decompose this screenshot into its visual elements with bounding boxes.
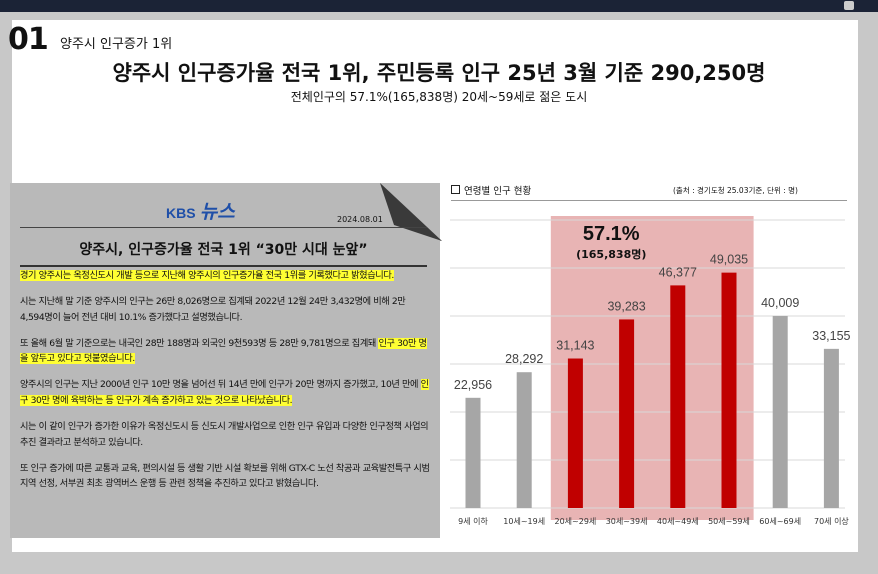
corner-logo-icon [830, 1, 870, 10]
bar [619, 319, 635, 508]
top-bar [0, 0, 878, 12]
x-tick-label: 9세 이하 [458, 516, 488, 526]
highlight-band [550, 216, 754, 520]
data-label: 40,009 [761, 296, 799, 310]
news-paragraph: 시는 이 같이 인구가 증가한 이유가 옥정신도시 등 신도시 개발사업으로 인… [20, 421, 429, 448]
bar [823, 348, 839, 508]
news-title: 양주시, 인구증가율 전국 1위 “30만 시대 눈앞” [79, 242, 368, 258]
count-annotation: (165,838명) [576, 247, 646, 261]
chart-title: 연령별 인구 현황 [451, 183, 531, 197]
data-label: 28,292 [505, 352, 543, 366]
news-paragraph: 또 올해 6월 말 기준으로는 내국인 28만 188명과 외국인 9천593명… [20, 337, 427, 365]
page-fold-icon [380, 183, 442, 241]
news-logo-text: 뉴스 [199, 202, 235, 223]
kbs-logo-text: KBS [166, 205, 196, 221]
x-tick-label: 60세~69세 [759, 517, 801, 526]
bar [670, 285, 686, 508]
x-tick-label: 70세 이상 [814, 516, 849, 526]
x-tick-label: 10세~19세 [503, 517, 545, 526]
chart-source: (출처 : 경기도청 25.03기준, 단위 : 명) [673, 186, 798, 195]
news-paragraph: 또 인구 증가에 따른 교통과 교육, 편의시설 등 생활 기반 시설 확보를 … [20, 462, 430, 490]
bar [772, 315, 788, 508]
x-tick-label: 40세~49세 [657, 517, 699, 526]
slide-number: 01 [8, 22, 49, 57]
slide-small-title: 양주시 인구증가 1위 [60, 37, 173, 52]
x-tick-label: 20세~29세 [555, 517, 597, 526]
divider [20, 265, 427, 267]
news-date: 2024.08.01 [337, 215, 383, 224]
bar [721, 272, 737, 508]
kbs-news-logo: KBS 뉴스 [166, 197, 235, 224]
news-paragraph: 경기 양주시는 옥정신도시 개발 등으로 지난해 양주시의 인구증가율 전국 1… [20, 270, 394, 281]
divider [451, 200, 847, 201]
share-annotation: 57.1% [583, 223, 640, 245]
square-bullet-icon [451, 185, 460, 194]
bar [465, 397, 481, 508]
data-label: 31,143 [556, 339, 594, 353]
news-body: 경기 양주시는 옥정신도시 개발 등으로 지난해 양주시의 인구증가율 전국 1… [20, 268, 430, 503]
data-label: 46,377 [659, 265, 697, 279]
news-paragraph: 시는 지난해 말 기준 양주시의 인구는 26만 8,026명으로 집계돼 20… [20, 296, 406, 323]
x-tick-label: 50세~59세 [708, 517, 750, 526]
data-label: 49,035 [710, 253, 748, 267]
bar [516, 372, 532, 508]
bar [567, 358, 583, 508]
news-paragraph: 양주시의 인구는 지난 2000년 인구 10만 명을 넘어선 뒤 14년 만에… [20, 379, 429, 407]
data-label: 33,155 [812, 329, 850, 343]
data-label: 22,956 [454, 378, 492, 392]
subheadline: 전체인구의 57.1%(165,838명) 20세~59세로 젊은 도시 [290, 90, 588, 104]
age-population-chart: 22,956 9세 이하 28,292 10세~19세 31,143 20세~29세 39,… [450, 216, 850, 526]
x-tick-label: 30세~39세 [606, 517, 648, 526]
headline: 양주시 인구증가율 전국 1위, 주민등록 인구 25년 3월 기준 290,2… [112, 61, 766, 85]
data-label: 39,283 [607, 299, 645, 313]
divider [20, 227, 427, 228]
